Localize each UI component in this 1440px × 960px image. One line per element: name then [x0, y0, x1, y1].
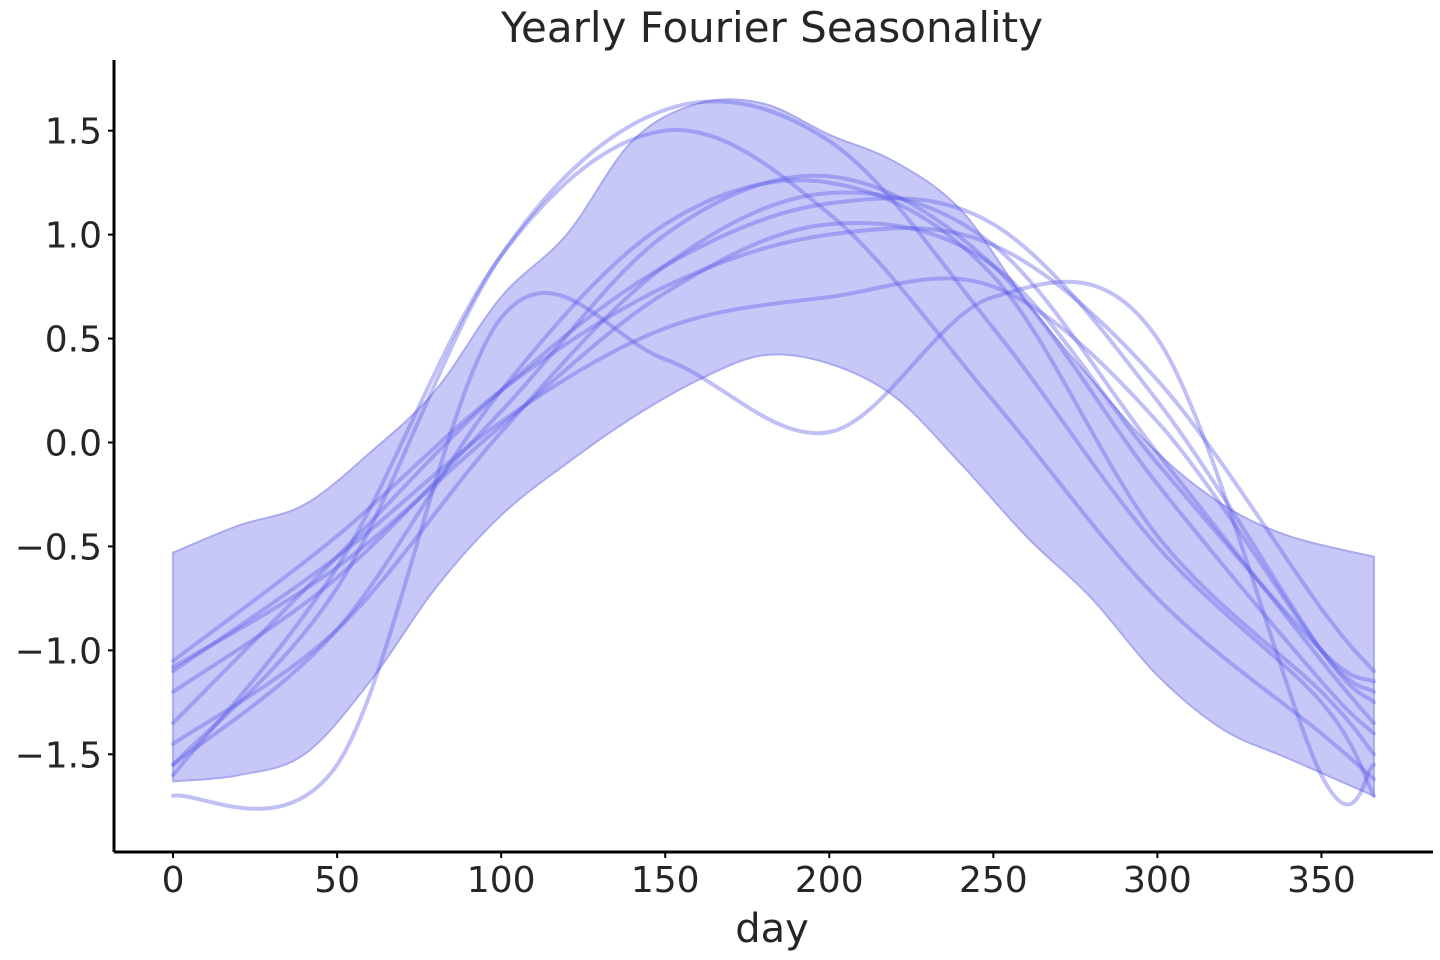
series-line-9	[171, 226, 1376, 674]
series-line-3	[171, 190, 1376, 746]
series-line-5	[171, 196, 1376, 726]
series-line-2	[171, 178, 1376, 767]
x-tick-label: 250	[959, 860, 1028, 901]
series-line-7	[171, 279, 1376, 811]
x-tick-group: 0 50 100 150 200 250 300 350	[162, 852, 1356, 901]
x-tick-label: 200	[795, 860, 864, 901]
y-tick-label: −1.0	[15, 631, 102, 672]
x-tick-label: 100	[467, 860, 536, 901]
x-tick-label: 150	[631, 860, 700, 901]
series-line-6	[171, 276, 1376, 694]
x-tick-label: 50	[314, 860, 360, 901]
series-line-10	[171, 173, 1376, 736]
y-tick-label: 1.0	[45, 216, 102, 257]
series-line-8	[171, 99, 1376, 798]
y-tick-label: 0.0	[45, 423, 102, 464]
y-tick-label: −0.5	[15, 527, 102, 568]
x-tick-label: 350	[1287, 860, 1356, 901]
y-tick-group: −1.5 −1.0 −0.5 0.0 0.5 1.0 1.5	[15, 112, 114, 776]
x-tick-label: 0	[162, 860, 185, 901]
x-tick-label: 300	[1123, 860, 1192, 901]
y-tick-label: 0.5	[45, 320, 102, 361]
series-line-4	[171, 127, 1376, 782]
credible-band	[172, 98, 1375, 798]
y-tick-label: −1.5	[15, 735, 102, 776]
y-tick-label: 1.5	[45, 112, 102, 153]
credible-band-layer	[172, 98, 1375, 798]
series-line-1	[171, 220, 1376, 684]
series-layer	[171, 99, 1376, 811]
x-axis-label: day	[735, 906, 809, 952]
chart-title: Yearly Fourier Seasonality	[500, 3, 1043, 52]
